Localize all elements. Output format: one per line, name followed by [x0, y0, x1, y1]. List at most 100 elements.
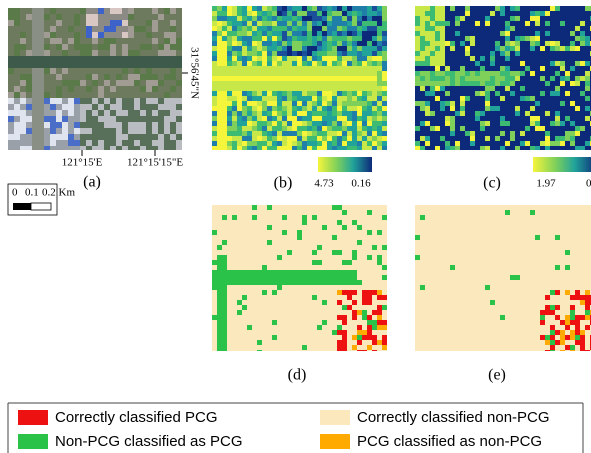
index-cell [267, 91, 272, 96]
class-cell [352, 250, 357, 255]
image-cell [98, 116, 104, 122]
index-cell [212, 6, 217, 11]
index-cell [465, 11, 470, 16]
index-cell [242, 81, 247, 86]
index-cell [367, 36, 372, 41]
image-cell [8, 68, 14, 74]
index-cell [460, 101, 465, 106]
index-cell [292, 136, 297, 141]
index-cell [237, 76, 242, 81]
index-cell [415, 21, 420, 26]
image-cell [104, 122, 110, 128]
index-cell [327, 31, 332, 36]
index-cell [257, 76, 262, 81]
index-cell [252, 101, 257, 106]
image-cell [128, 110, 134, 116]
index-cell [292, 56, 297, 61]
index-cell [262, 146, 267, 150]
image-cell [62, 146, 68, 150]
index-cell [262, 6, 267, 11]
index-cell [372, 6, 377, 11]
index-cell [287, 116, 292, 121]
class-cell [420, 215, 425, 220]
index-cell [222, 51, 227, 56]
index-cell [342, 81, 347, 86]
class-cell [312, 250, 317, 255]
class-cell [287, 280, 292, 285]
index-cell [425, 111, 430, 116]
class-cell [337, 315, 342, 320]
class-cell [575, 315, 580, 320]
image-cell [92, 98, 98, 104]
index-cell [317, 46, 322, 51]
class-cell [342, 345, 347, 350]
image-cell [122, 104, 128, 110]
class-cell [565, 320, 570, 325]
index-cell [465, 131, 470, 136]
index-cell [337, 11, 342, 16]
index-cell [420, 121, 425, 126]
image-cell [56, 20, 62, 26]
index-cell [440, 51, 445, 56]
index-cell [227, 11, 232, 16]
index-cell [435, 36, 440, 41]
index-cell [570, 31, 575, 36]
index-cell [460, 126, 465, 131]
class-cell [212, 315, 217, 320]
image-cell [128, 104, 134, 110]
image-cell [32, 56, 38, 62]
index-cell [585, 61, 590, 66]
index-cell [500, 146, 505, 150]
legend-label: PCG classified as non-PCG [357, 433, 542, 450]
index-cell [377, 121, 382, 126]
image-cell [146, 128, 152, 134]
image-cell [26, 50, 32, 56]
image-cell [38, 32, 44, 38]
image-cell [68, 122, 74, 128]
index-cell [332, 46, 337, 51]
index-cell [580, 76, 585, 81]
image-cell [68, 26, 74, 32]
index-cell [430, 6, 435, 11]
class-cell [585, 315, 590, 320]
index-cell [307, 66, 312, 71]
index-cell [382, 46, 387, 51]
image-cell [134, 116, 140, 122]
index-cell [332, 81, 337, 86]
class-cell [242, 275, 247, 280]
class-cell [322, 280, 327, 285]
image-cell [80, 134, 86, 140]
image-cell [98, 140, 104, 146]
class-cell [337, 275, 342, 280]
class-cell [217, 270, 222, 275]
index-cell [352, 11, 357, 16]
index-cell [242, 86, 247, 91]
class-cell [257, 270, 262, 275]
index-cell [440, 6, 445, 11]
image-cell [104, 62, 110, 68]
index-cell [415, 61, 420, 66]
index-cell [357, 26, 362, 31]
index-cell [332, 131, 337, 136]
image-cell [62, 116, 68, 122]
index-cell [227, 41, 232, 46]
index-cell [262, 141, 267, 146]
index-cell [237, 41, 242, 46]
index-cell [352, 96, 357, 101]
index-cell [415, 126, 420, 131]
index-cell [485, 136, 490, 141]
image-cell [50, 128, 56, 134]
index-cell [425, 76, 430, 81]
image-cell [140, 122, 146, 128]
index-cell [227, 111, 232, 116]
index-cell [337, 86, 342, 91]
index-cell [317, 141, 322, 146]
index-cell [362, 31, 367, 36]
index-cell [357, 96, 362, 101]
class-cell [515, 275, 520, 280]
class-cell [222, 330, 227, 335]
index-cell [500, 51, 505, 56]
index-cell [317, 6, 322, 11]
index-cell [362, 86, 367, 91]
index-cell [282, 6, 287, 11]
